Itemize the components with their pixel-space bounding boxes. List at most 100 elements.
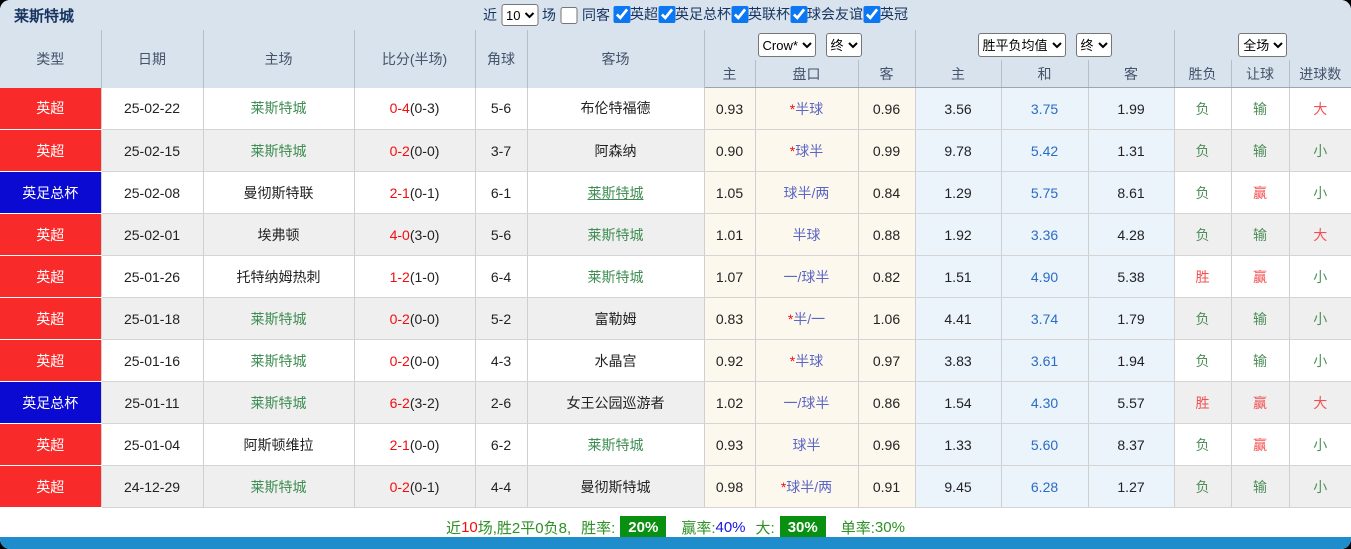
avg-draw: 6.28 — [1001, 465, 1089, 508]
home-team: 莱斯特城 — [250, 478, 307, 495]
avg-away: 1.31 — [1088, 129, 1175, 172]
handicap-star: * — [789, 100, 796, 117]
subcol-odds-home: 主 — [704, 60, 756, 88]
corners: 5-6 — [475, 87, 528, 130]
same-opponent-checkbox[interactable] — [560, 6, 577, 24]
handicap-result-cell: 输 — [1231, 339, 1290, 382]
table-row: 英超 25-01-04 阿斯顿维拉 2-1(0-0) 6-2 莱斯特城 0.93… — [0, 423, 1351, 466]
recent-count-select[interactable]: 10 — [501, 4, 538, 26]
avg-draw: 5.60 — [1001, 423, 1089, 466]
winpct-label: 赢率: — [681, 520, 716, 537]
scope-group-header: 全场 — [1174, 30, 1351, 60]
match-date: 25-02-15 — [101, 129, 204, 172]
match-score: 0-2(0-1) — [354, 465, 476, 508]
subcol-avg-draw: 和 — [1001, 60, 1089, 88]
col-header-date: 日期 — [101, 30, 204, 88]
league-label: 球会友谊 — [807, 6, 863, 23]
away-odds: 0.84 — [858, 171, 916, 214]
home-team: 莱斯特城 — [250, 394, 307, 411]
type-badge: 英超 — [0, 423, 102, 466]
avg-source-select[interactable]: 胜平负均值 — [977, 33, 1066, 57]
league-label: 英超 — [630, 6, 658, 23]
home-team-cell: 莱斯特城 — [203, 381, 355, 424]
table-row: 英超 24-12-29 莱斯特城 0-2(0-1) 4-4 曼彻斯特城 0.98… — [0, 465, 1351, 508]
scope-select[interactable]: 全场 — [1238, 33, 1288, 57]
away-odds: 0.91 — [858, 465, 916, 508]
match-score: 6-2(3-2) — [354, 381, 476, 424]
match-date: 25-01-26 — [101, 255, 204, 298]
fulltime-score: 1-2 — [389, 268, 410, 285]
away-team: 女王公园巡游者 — [566, 394, 665, 411]
home-odds: 1.01 — [704, 213, 756, 256]
away-team-cell: 曼彻斯特城 — [527, 465, 705, 508]
fulltime-score: 0-4 — [389, 100, 410, 117]
away-odds: 0.99 — [858, 129, 916, 172]
goals-cell: 小 — [1289, 171, 1351, 214]
avg-home: 1.51 — [915, 255, 1002, 298]
match-score: 0-2(0-0) — [354, 297, 476, 340]
home-team-cell: 托特纳姆热刺 — [203, 255, 355, 298]
handicap-text: 半/一 — [793, 310, 826, 327]
away-team[interactable]: 莱斯特城 — [587, 184, 644, 201]
match-table: 类型 日期 主场 比分(半场) 角球 客场 Crow* 终 胜平负均值 — [0, 30, 1351, 508]
result-cell: 负 — [1174, 171, 1232, 214]
team-title: 莱斯特城 — [14, 7, 75, 25]
avg-away: 8.37 — [1088, 423, 1175, 466]
halftime-score: (0-1) — [409, 184, 440, 201]
result-cell: 负 — [1174, 465, 1232, 508]
avg-time-select[interactable]: 终 — [1075, 33, 1112, 57]
fulltime-score: 4-0 — [389, 226, 410, 243]
goals-cell: 小 — [1289, 297, 1351, 340]
avg-home: 9.78 — [915, 129, 1002, 172]
handicap-result-cell: 赢 — [1231, 255, 1290, 298]
league-checkbox[interactable] — [863, 5, 880, 23]
recent-label: 近 — [483, 7, 497, 23]
home-team-cell: 莱斯特城 — [203, 129, 355, 172]
handicap-text: 一/球半 — [783, 268, 830, 285]
home-team: 埃弗顿 — [257, 226, 300, 243]
league-checkbox[interactable] — [613, 5, 630, 23]
table-row: 英超 25-02-15 莱斯特城 0-2(0-0) 3-7 阿森纳 0.90 *… — [0, 129, 1351, 172]
table-row: 英足总杯 25-02-08 曼彻斯特联 2-1(0-1) 6-1 莱斯特城 1.… — [0, 171, 1351, 214]
avg-away: 5.57 — [1088, 381, 1175, 424]
single-value: 30% — [874, 519, 905, 536]
league-checkbox[interactable] — [790, 5, 807, 23]
odds-time-select[interactable]: 终 — [825, 33, 862, 57]
handicap: *半球 — [755, 87, 859, 130]
handicap: *球半 — [755, 129, 859, 172]
odds-source-select[interactable]: Crow* — [757, 33, 816, 57]
league-filter: 球会友谊 — [790, 4, 863, 24]
corners: 3-7 — [475, 129, 528, 172]
halftime-score: (0-0) — [409, 142, 440, 159]
fulltime-score: 0-2 — [389, 352, 410, 369]
games-label: 场 — [542, 7, 556, 23]
handicap-result-cell: 赢 — [1231, 381, 1290, 424]
handicap-star: * — [787, 310, 794, 327]
subcol-result: 胜负 — [1174, 60, 1232, 88]
league-checkbox[interactable] — [731, 5, 748, 23]
home-odds: 1.07 — [704, 255, 756, 298]
match-date: 25-02-22 — [101, 87, 204, 130]
goals-cell: 小 — [1289, 423, 1351, 466]
match-score: 4-0(3-0) — [354, 213, 476, 256]
handicap-result-cell: 输 — [1231, 297, 1290, 340]
corners: 5-2 — [475, 297, 528, 340]
away-odds: 0.82 — [858, 255, 916, 298]
away-team: 莱斯特城 — [587, 268, 644, 285]
type-badge: 英超 — [0, 297, 102, 340]
winpct-value: 40% — [715, 519, 746, 536]
away-team-cell: 莱斯特城 — [527, 423, 705, 466]
fulltime-score: 2-1 — [389, 184, 410, 201]
avg-away: 1.79 — [1088, 297, 1175, 340]
away-team: 富勒姆 — [594, 310, 637, 327]
col-header-corners: 角球 — [475, 30, 528, 88]
result-cell: 负 — [1174, 213, 1232, 256]
fulltime-score: 2-1 — [389, 436, 410, 453]
league-filter: 英超 — [613, 4, 658, 24]
home-team-cell: 莱斯特城 — [203, 297, 355, 340]
avg-home: 4.41 — [915, 297, 1002, 340]
type-badge: 英超 — [0, 339, 102, 382]
type-badge: 英超 — [0, 465, 102, 508]
league-checkbox[interactable] — [658, 5, 675, 23]
